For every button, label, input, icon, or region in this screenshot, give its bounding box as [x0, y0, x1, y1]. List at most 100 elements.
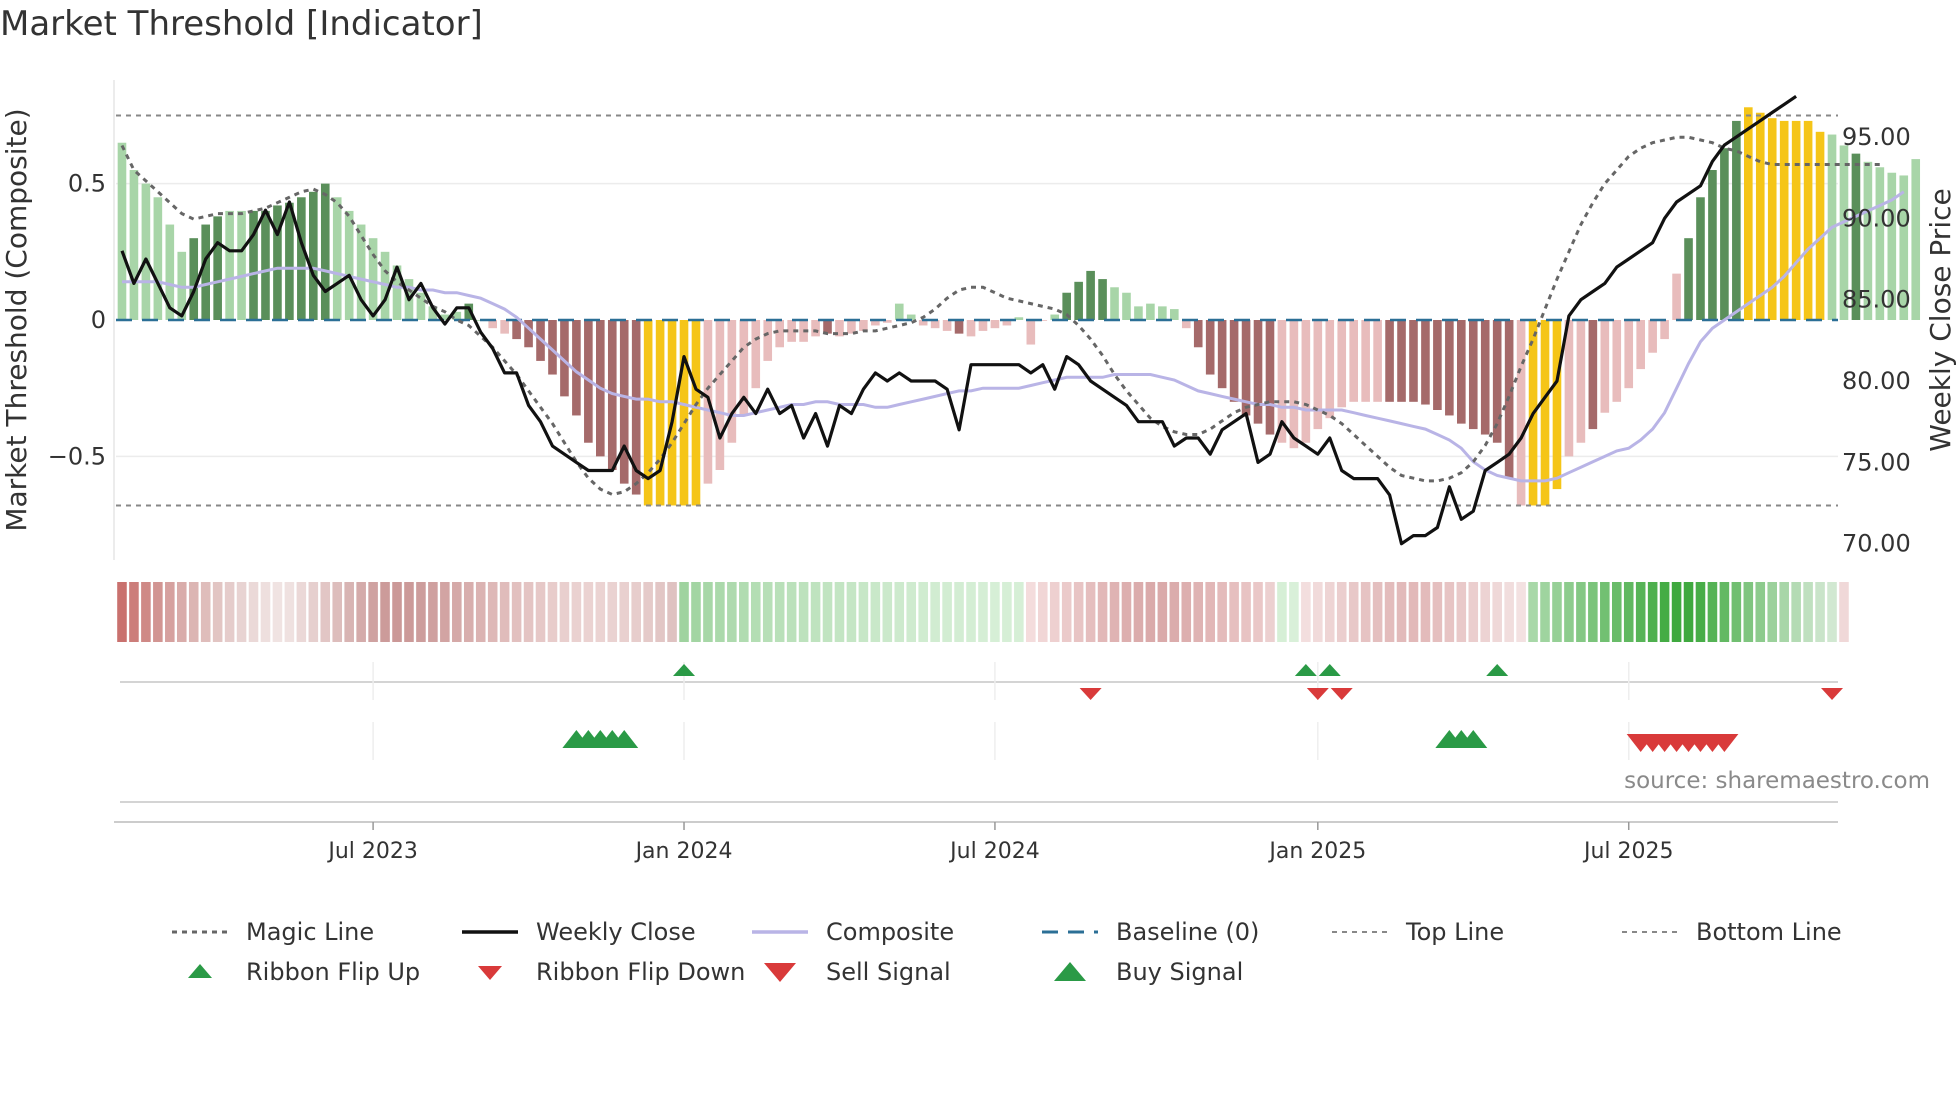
ribbon-cell — [416, 582, 426, 642]
composite-bar — [1457, 320, 1466, 424]
legend-swatch — [764, 963, 796, 982]
composite-bar — [954, 320, 964, 334]
ribbon-cell — [535, 582, 546, 642]
composite-bar — [1863, 161, 1873, 320]
composite-bar — [452, 311, 462, 320]
ribbon-cell — [1360, 582, 1371, 642]
ribbon-cell — [1049, 582, 1060, 642]
ribbon-cell — [978, 582, 988, 642]
x-tick-label: Jul 2024 — [948, 839, 1040, 864]
ribbon-cell — [1408, 582, 1419, 642]
ribbon-cell — [141, 582, 151, 642]
legend-label: Top Line — [1406, 918, 1505, 946]
ribbon-cell — [487, 582, 498, 642]
composite-bar — [942, 320, 952, 331]
composite-bar — [273, 205, 282, 320]
buy-signal-marker — [610, 730, 639, 748]
magic-line — [120, 135, 1880, 497]
legend-swatch — [1622, 931, 1678, 933]
composite-bar — [775, 320, 784, 348]
ribbon-cell — [248, 582, 259, 642]
composite-bar — [1480, 320, 1490, 435]
composite-bar — [1648, 320, 1657, 353]
ribbon-cell — [129, 582, 139, 642]
ribbon-cell — [1564, 582, 1574, 642]
ribbon-cell — [942, 582, 952, 642]
ribbon-cell — [1803, 582, 1813, 642]
ribbon-cell — [1061, 582, 1072, 642]
ribbon-cell — [320, 582, 331, 642]
legend-label: Magic Line — [246, 918, 375, 946]
composite-bar — [1720, 148, 1729, 320]
ribbon-cell — [1576, 582, 1586, 642]
ribbon-cell — [1611, 582, 1622, 642]
ribbon-flip-up-marker — [1318, 664, 1341, 676]
ribbon-cell — [667, 582, 677, 642]
composite-bar — [1062, 292, 1071, 320]
legend-label: Baseline (0) — [1116, 918, 1260, 946]
composite-bar — [524, 320, 533, 348]
composite-bar — [213, 216, 222, 320]
ribbon-cell — [1707, 582, 1718, 642]
chart-title: Market Threshold [Indicator] — [0, 4, 483, 44]
legend-item: Magic Line — [170, 918, 460, 946]
sell-signal-marker — [1710, 734, 1739, 752]
composite-bar — [990, 320, 1000, 329]
ribbon-cell — [1492, 582, 1502, 642]
composite-bar — [165, 224, 175, 320]
legend-item: Ribbon Flip Down — [460, 958, 750, 986]
legend-item: Baseline (0) — [1040, 918, 1330, 946]
ribbon-cell — [1336, 582, 1347, 642]
composite-bar — [1899, 175, 1909, 320]
composite-bar — [1397, 320, 1406, 402]
composite-bar — [428, 306, 438, 320]
legend-item: Sell Signal — [750, 958, 1040, 986]
ribbon-cell — [404, 582, 414, 642]
chart-legend: Magic Line Weekly Close Composite Baseline … — [170, 918, 1910, 986]
composite-bar — [548, 320, 557, 375]
ribbon-cell — [1348, 582, 1359, 642]
composite-bar — [129, 170, 139, 320]
ribbon-cell — [176, 582, 187, 642]
legend-swatch — [752, 930, 808, 934]
ribbon-cell — [655, 582, 665, 642]
composite-bar — [249, 210, 258, 320]
ribbon-cell — [583, 582, 594, 642]
ribbon-cell — [679, 582, 689, 642]
composite-bar — [1050, 314, 1060, 320]
ribbon-cell — [1037, 582, 1048, 642]
composite-bar — [1624, 320, 1634, 389]
ribbon-cell — [1623, 582, 1634, 642]
composite-bar — [1277, 320, 1287, 443]
composite-bar — [1265, 320, 1275, 435]
ribbon-cell — [392, 582, 402, 642]
composite-bar — [643, 320, 653, 506]
right-tick-label: 70.00 — [1842, 530, 1911, 558]
ribbon-cell — [523, 582, 534, 642]
composite-bar — [1911, 159, 1921, 320]
ribbon-cell — [260, 582, 271, 642]
ribbon-cell — [1002, 582, 1012, 642]
composite-bar — [237, 210, 246, 320]
ribbon-cell — [1420, 582, 1431, 642]
composite-bar — [392, 265, 402, 320]
ribbon-cell — [595, 582, 606, 642]
composite-bar — [1744, 107, 1753, 320]
ribbon-cell — [1791, 582, 1801, 642]
composite-bar — [261, 210, 270, 320]
ribbon-cell — [810, 582, 821, 642]
legend-item: Ribbon Flip Up — [170, 958, 460, 986]
ribbon-cell — [691, 582, 701, 642]
composite-bar — [1373, 320, 1382, 402]
ribbon-cell — [117, 582, 127, 642]
ribbon-cell — [1217, 582, 1227, 642]
legend-label: Composite — [826, 918, 955, 946]
legend-swatch — [1054, 962, 1086, 981]
legend-item: Composite — [750, 918, 1040, 946]
ribbon-cell — [368, 582, 378, 642]
ribbon-cell — [380, 582, 390, 642]
ribbon-cell — [153, 582, 163, 642]
composite-bar — [655, 320, 665, 506]
composite-bar — [1540, 320, 1550, 506]
buy-signal-marker — [1459, 730, 1488, 748]
